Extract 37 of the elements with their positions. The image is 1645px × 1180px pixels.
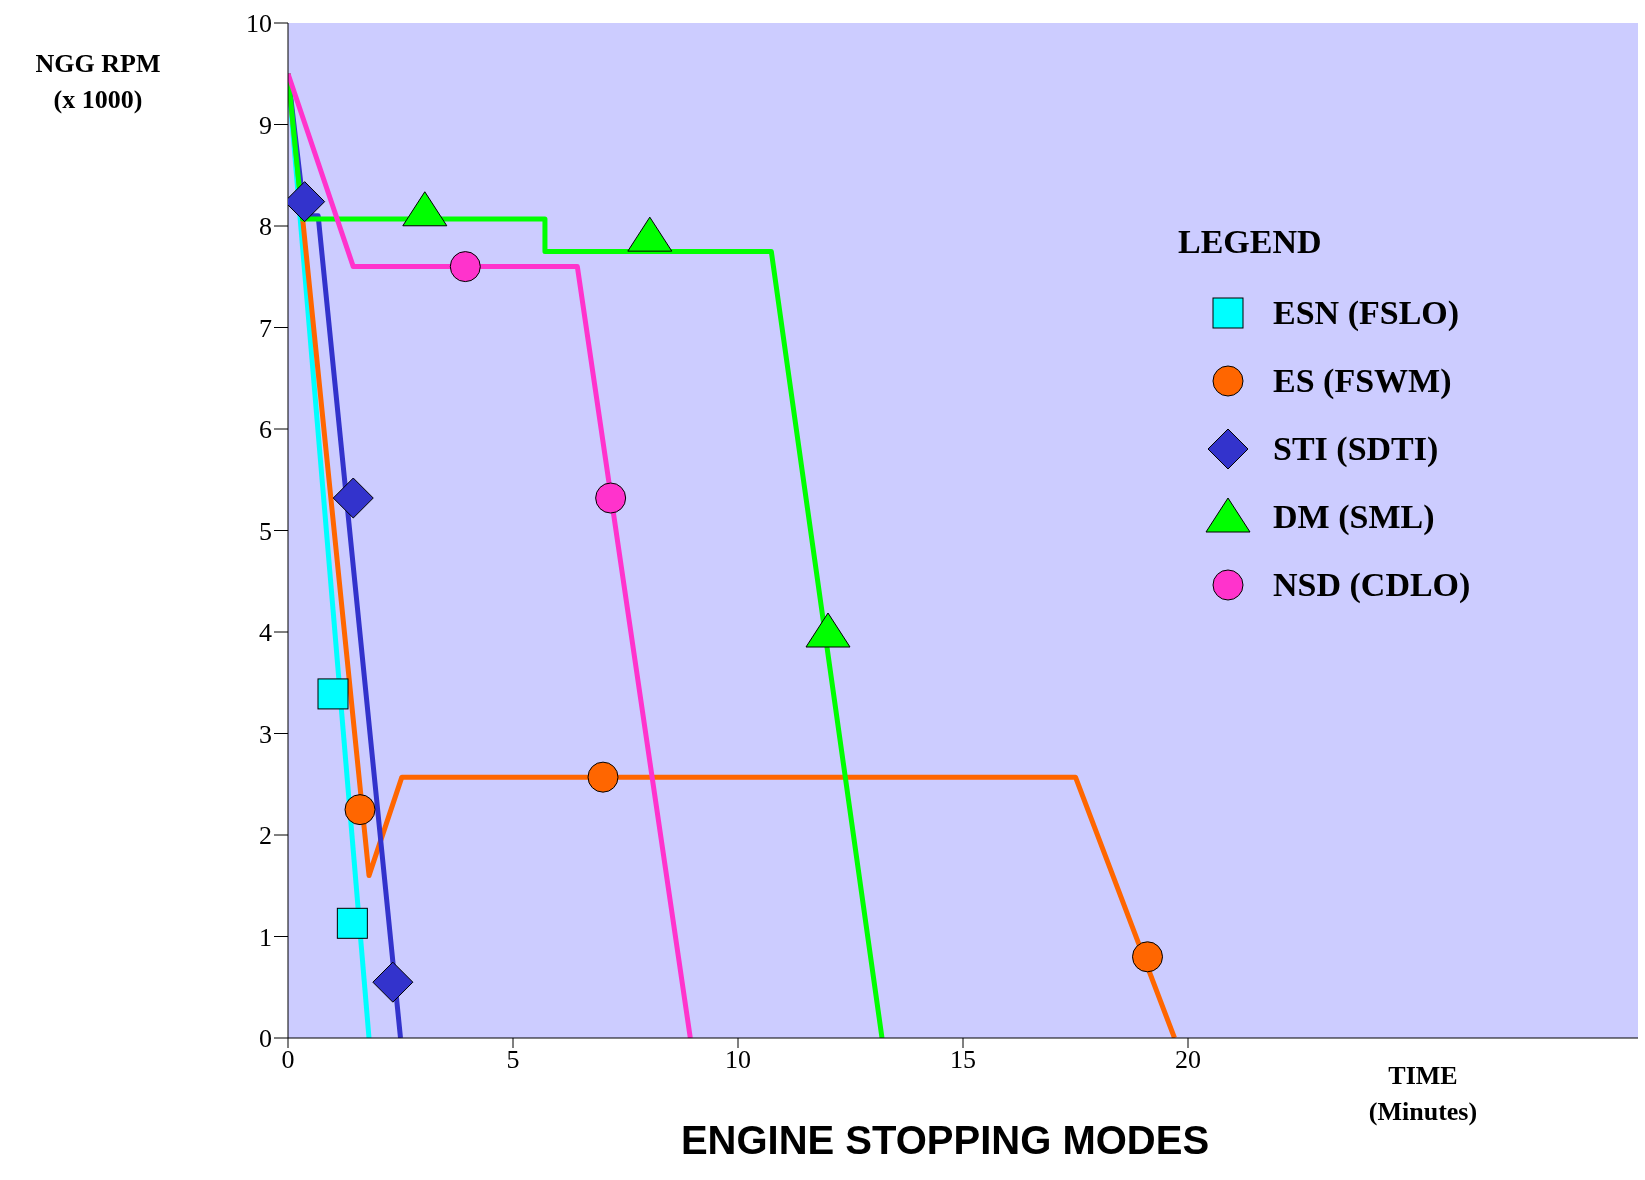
legend-label: DM (SML): [1273, 498, 1435, 536]
point: [402, 191, 448, 227]
legend-label: STI (SDTI): [1273, 430, 1439, 468]
legend-label: NSD (CDLO): [1273, 566, 1471, 604]
point: [805, 612, 851, 648]
point: [332, 477, 374, 519]
x-tick-label: 10: [725, 1045, 751, 1075]
y-tick-label: 7: [259, 313, 272, 343]
x-tick-label: 15: [950, 1045, 976, 1075]
y-tick-label: 4: [259, 618, 272, 648]
y-tick-label: 9: [259, 110, 272, 140]
y-tick-label: 8: [259, 212, 272, 242]
y-tick-label: 3: [259, 719, 272, 749]
point: [317, 678, 349, 710]
legend-label: ESN (FSLO): [1273, 294, 1460, 332]
point: [372, 961, 414, 1003]
y-tick-label: 1: [259, 922, 272, 952]
text: ENGINE STOPPING MODES: [680, 1118, 1210, 1162]
x-tick-label: 0: [281, 1045, 295, 1075]
x-axis-title: TIME (Minutes): [1367, 1060, 1479, 1128]
y-tick-label: 2: [259, 821, 272, 851]
point: [627, 216, 673, 252]
x-tick-label: 5: [506, 1045, 520, 1075]
point: [336, 907, 368, 939]
y-tick-label: 6: [259, 415, 272, 445]
point: [1132, 941, 1163, 973]
legend-label: ES (FSWM): [1273, 362, 1452, 400]
x-tick-label: 20: [1175, 1045, 1201, 1075]
y-tick-label: 0: [259, 1024, 272, 1054]
legend-title: LEGEND: [1178, 223, 1323, 261]
y-tick-label: 10: [246, 9, 272, 39]
point: [587, 761, 619, 793]
y-tick-label: 5: [259, 516, 272, 546]
point: [344, 794, 376, 826]
point: [449, 251, 481, 283]
y-axis-title: NGG RPM (x 1000): [34, 48, 162, 116]
point: [595, 482, 627, 514]
